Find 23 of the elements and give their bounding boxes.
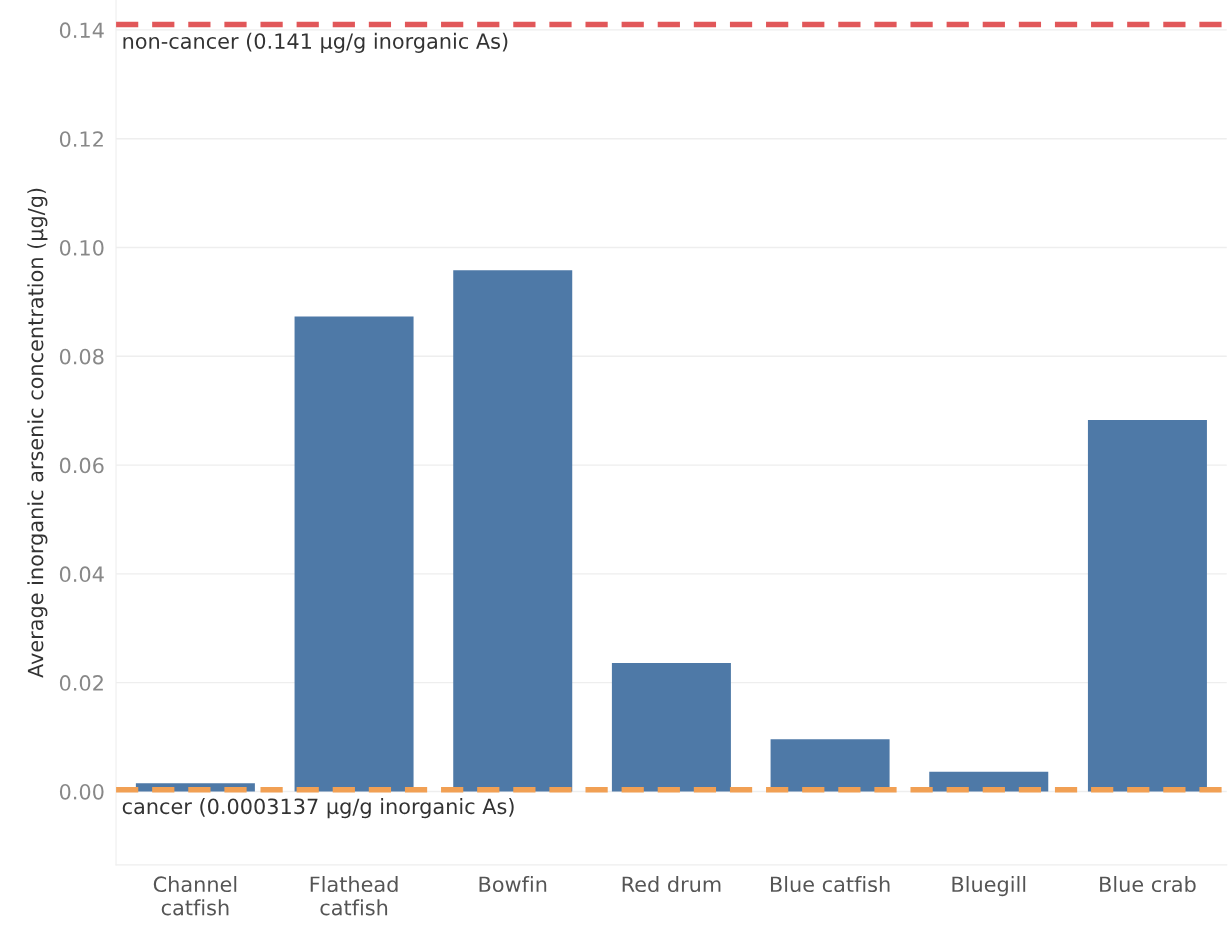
x-tick-label: Red drum [622, 876, 721, 893]
x-tick-label: Blue catfish [770, 876, 890, 893]
y-tick-label: 0.12 [59, 131, 103, 147]
y-tick-label: 0.14 [59, 22, 104, 39]
y-tick-label: 0.00 [59, 783, 104, 800]
y-tick-label: 0.02 [59, 675, 103, 691]
x-tick-label: Channel catfish [153, 876, 237, 916]
x-tick-label: Bowfin [479, 876, 547, 893]
y-tick-label: 0.06 [59, 457, 104, 474]
x-tick-label: Bluegill [952, 876, 1026, 897]
bar [294, 316, 414, 792]
y-axis-title: Average inorganic arsenic concentration (µg/g) [27, 188, 48, 678]
ref-line-label: non-cancer (0.141 µg/g inorganic As) [123, 32, 508, 53]
ref-line-label: cancer (0.0003137 µg/g inorganic As) [122, 798, 514, 819]
bar [770, 739, 890, 792]
bar [1087, 419, 1207, 792]
bar [453, 270, 573, 792]
y-tick-label: 0.08 [59, 348, 104, 365]
y-tick-label: 0.10 [59, 239, 104, 256]
x-tick-label: Flathead catfish [310, 876, 398, 916]
x-tick-label: Blue crab [1100, 876, 1196, 893]
bar [611, 663, 731, 792]
y-tick-label: 0.04 [59, 566, 104, 583]
